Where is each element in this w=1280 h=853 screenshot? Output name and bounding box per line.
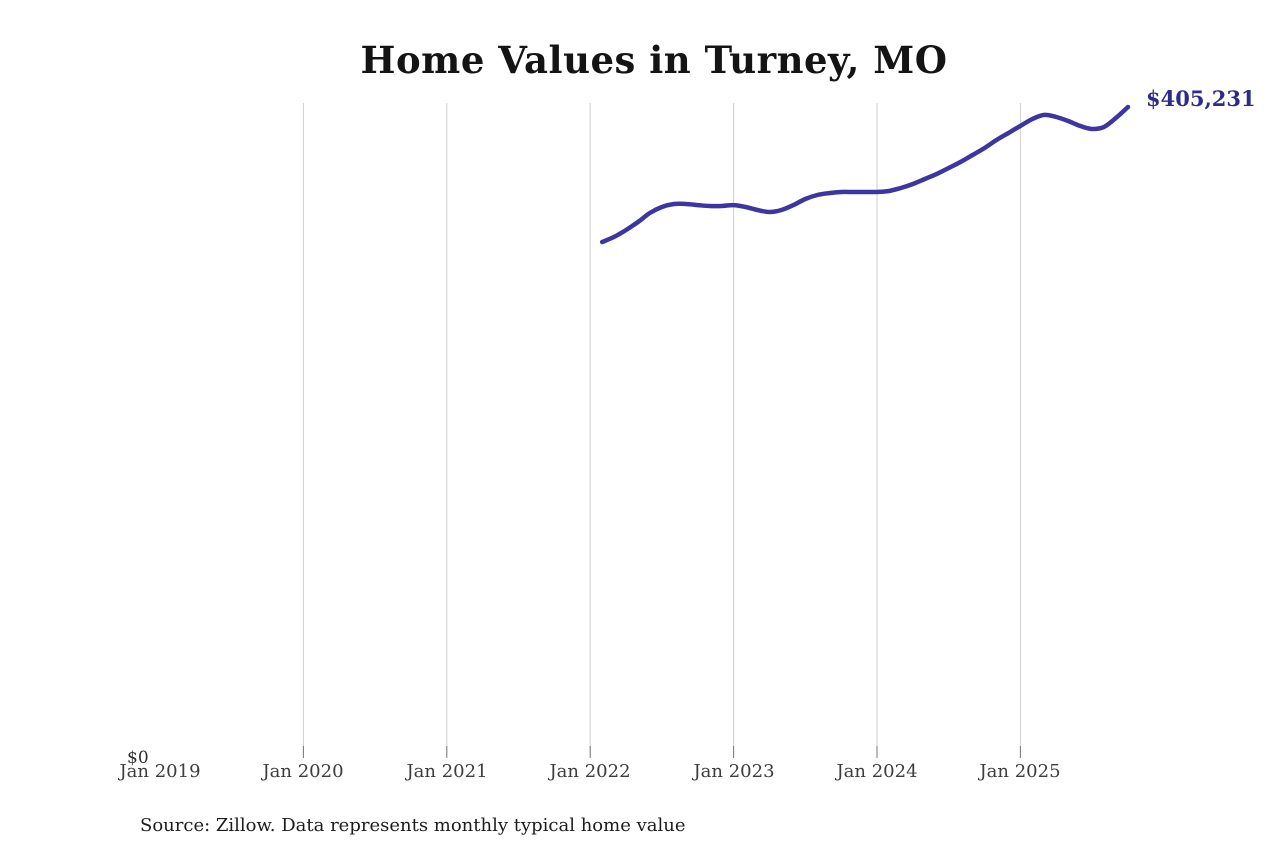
x-tick-label-2025: Jan 2025 bbox=[979, 761, 1061, 782]
x-tick-label-2019: Jan 2019 bbox=[119, 761, 201, 782]
y-axis-zero-label: $0 bbox=[127, 748, 149, 768]
end-value-label: $405,231 bbox=[1146, 86, 1256, 111]
year-gridlines bbox=[302, 103, 1021, 755]
source-note: Source: Zillow. Data represents monthly … bbox=[140, 815, 686, 836]
x-tick-label-2021: Jan 2021 bbox=[406, 761, 488, 782]
x-tick-label-2024: Jan 2024 bbox=[836, 761, 918, 782]
x-axis-ticks bbox=[302, 746, 1021, 758]
home-value-line bbox=[599, 104, 1131, 245]
x-tick-label-2022: Jan 2022 bbox=[549, 761, 631, 782]
x-tick-label-2023: Jan 2023 bbox=[693, 761, 775, 782]
x-tick-label-2020: Jan 2020 bbox=[262, 761, 344, 782]
chart-title: Home Values in Turney, MO bbox=[360, 38, 948, 82]
